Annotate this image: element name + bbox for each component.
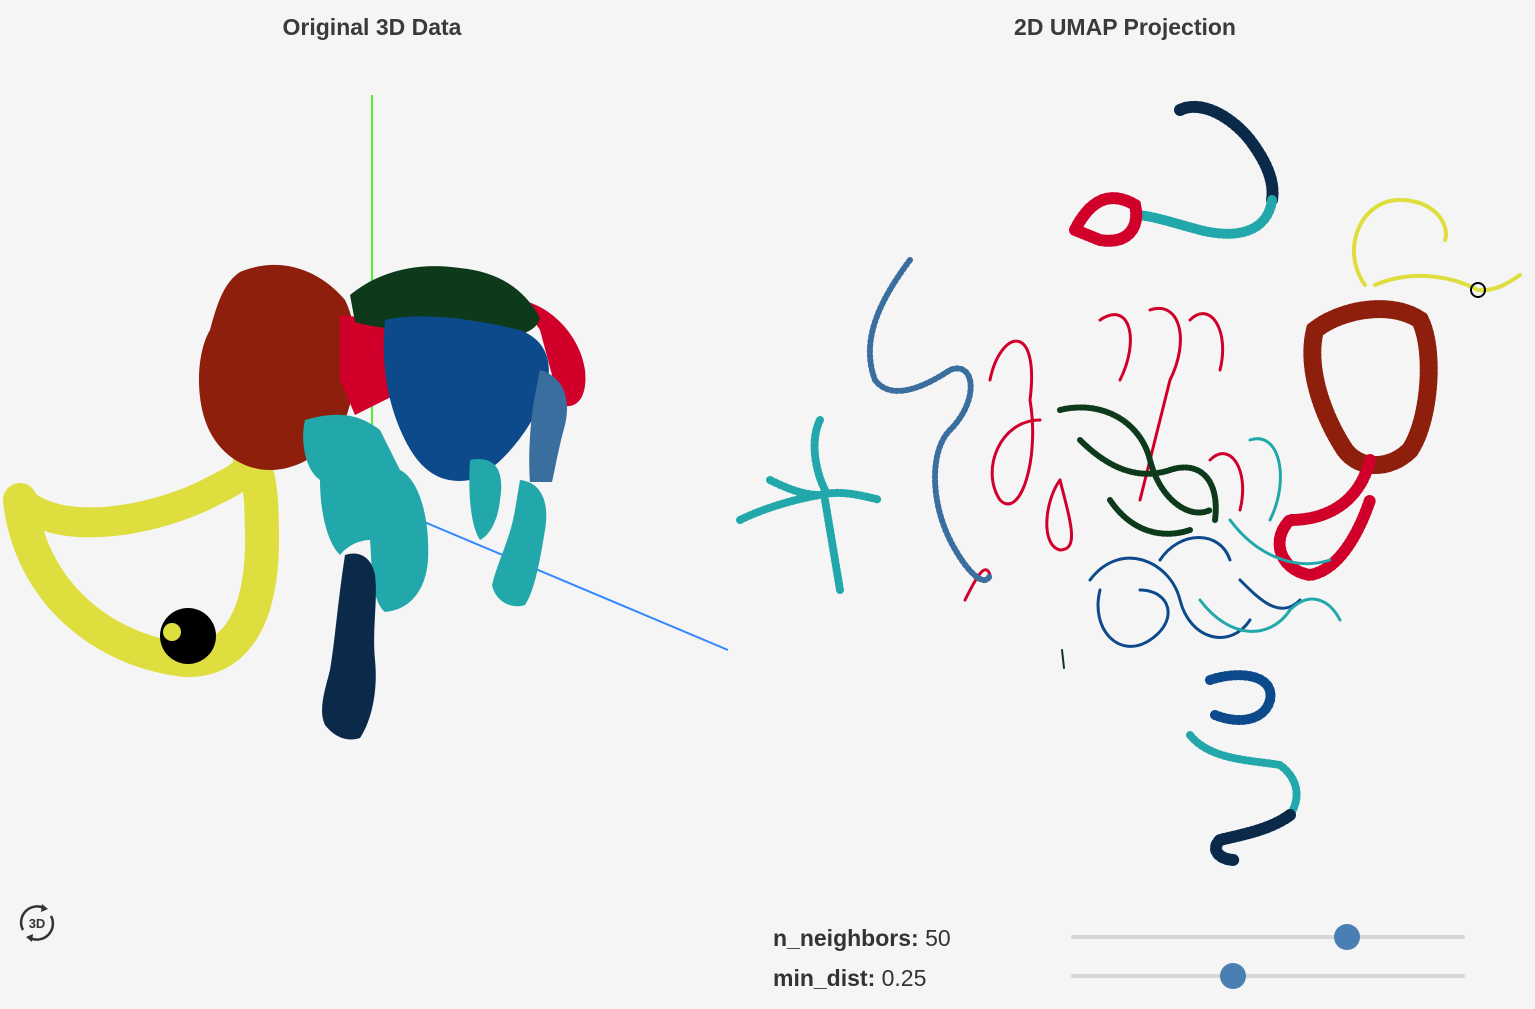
umap-teal-left xyxy=(736,416,884,594)
umap-green xyxy=(1057,404,1219,537)
umap-2d-plot[interactable] xyxy=(0,0,1535,900)
n-neighbors-slider-handle[interactable] xyxy=(1333,924,1360,950)
tusk-cluster xyxy=(3,443,280,677)
leg-cluster xyxy=(303,414,429,612)
red-cluster xyxy=(340,315,395,415)
umap-teal-top xyxy=(1130,195,1277,239)
min-dist-label: min_dist: 0.25 xyxy=(773,965,926,992)
umap-teal-bottom xyxy=(1186,731,1301,819)
min-dist-slider[interactable] xyxy=(1071,963,1465,989)
umap-points xyxy=(736,100,1522,866)
min-dist-name: min_dist: xyxy=(773,965,876,991)
umap-red-top xyxy=(1066,192,1143,247)
n-neighbors-label: n_neighbors: 50 xyxy=(773,925,951,952)
rotate-3d-label: 3D xyxy=(29,916,46,931)
min-dist-slider-handle[interactable] xyxy=(1219,963,1246,989)
umap-red-loops xyxy=(963,306,1245,602)
left-panel-title: Original 3D Data xyxy=(282,14,462,40)
hind-leg-cluster xyxy=(529,370,568,482)
n-neighbors-value: 50 xyxy=(925,925,951,951)
umap-navy-bottom xyxy=(1210,809,1296,866)
n-neighbors-slider[interactable] xyxy=(1071,924,1465,950)
umap-blue-loops xyxy=(1088,536,1302,648)
rotate-3d-icon[interactable]: 3D xyxy=(14,900,60,946)
eye-marker xyxy=(160,608,216,664)
umap-blue-bottom xyxy=(1205,670,1276,725)
umap-navy-top xyxy=(1174,100,1279,206)
umap-yellow xyxy=(1352,197,1522,293)
umap-steelblue xyxy=(866,257,993,584)
selected-point-marker xyxy=(1470,282,1486,298)
n-neighbors-name: n_neighbors: xyxy=(773,925,919,951)
right-panel-title: 2D UMAP Projection xyxy=(1014,14,1236,40)
scatter-3d-plot[interactable] xyxy=(0,0,740,1009)
body-cluster xyxy=(383,316,549,481)
front-leg-cluster xyxy=(322,553,376,740)
umap-darkred xyxy=(1303,300,1438,474)
min-dist-value: 0.25 xyxy=(881,965,927,991)
point-cloud xyxy=(3,264,586,740)
x-axis-line xyxy=(371,499,729,651)
